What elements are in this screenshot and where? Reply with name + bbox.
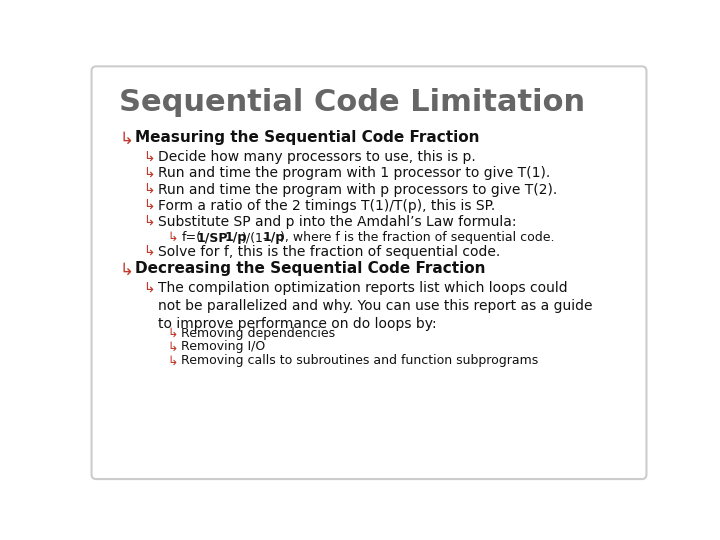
Text: ), where f is the fraction of sequential code.: ), where f is the fraction of sequential… <box>280 231 554 244</box>
Text: Removing I/O: Removing I/O <box>181 340 266 354</box>
Text: Substitute SP and p into the Amdahl’s Law formula:: Substitute SP and p into the Amdahl’s La… <box>158 215 517 229</box>
Text: -: - <box>221 231 226 244</box>
Text: ↳: ↳ <box>143 281 154 295</box>
Text: ↳: ↳ <box>168 354 178 367</box>
Text: Form a ratio of the 2 timings T(1)/T(p), this is SP.: Form a ratio of the 2 timings T(1)/T(p),… <box>158 199 495 213</box>
Text: ↳: ↳ <box>143 215 154 229</box>
Text: )/(1-: )/(1- <box>242 231 269 244</box>
Text: ↳: ↳ <box>168 231 178 244</box>
Text: ↳: ↳ <box>168 327 178 340</box>
Text: ↳: ↳ <box>143 199 154 213</box>
Text: ↳: ↳ <box>120 261 133 279</box>
Text: Sequential Code Limitation: Sequential Code Limitation <box>120 88 585 117</box>
Text: Decreasing the Sequential Code Fraction: Decreasing the Sequential Code Fraction <box>135 261 485 276</box>
Text: ↳: ↳ <box>168 340 178 354</box>
Text: f=(: f=( <box>181 231 202 244</box>
Text: Removing dependencies: Removing dependencies <box>181 327 336 340</box>
FancyBboxPatch shape <box>91 66 647 479</box>
Text: Removing calls to subroutines and function subprograms: Removing calls to subroutines and functi… <box>181 354 539 367</box>
Text: 1/SP: 1/SP <box>197 231 228 244</box>
Text: 1/p: 1/p <box>263 231 285 244</box>
Text: Measuring the Sequential Code Fraction: Measuring the Sequential Code Fraction <box>135 130 480 145</box>
Text: ↳: ↳ <box>143 166 154 180</box>
Text: Decide how many processors to use, this is p.: Decide how many processors to use, this … <box>158 150 476 164</box>
Text: Run and time the program with 1 processor to give T(1).: Run and time the program with 1 processo… <box>158 166 551 180</box>
Text: ↳: ↳ <box>120 130 133 148</box>
Text: Run and time the program with p processors to give T(2).: Run and time the program with p processo… <box>158 183 557 197</box>
Text: ↳: ↳ <box>143 183 154 197</box>
Text: ↳: ↳ <box>143 245 154 259</box>
Text: ↳: ↳ <box>143 150 154 164</box>
Text: The compilation optimization reports list which loops could
not be parallelized : The compilation optimization reports lis… <box>158 281 593 331</box>
Text: 1/p: 1/p <box>225 231 247 244</box>
Text: Solve for f, this is the fraction of sequential code.: Solve for f, this is the fraction of seq… <box>158 245 500 259</box>
